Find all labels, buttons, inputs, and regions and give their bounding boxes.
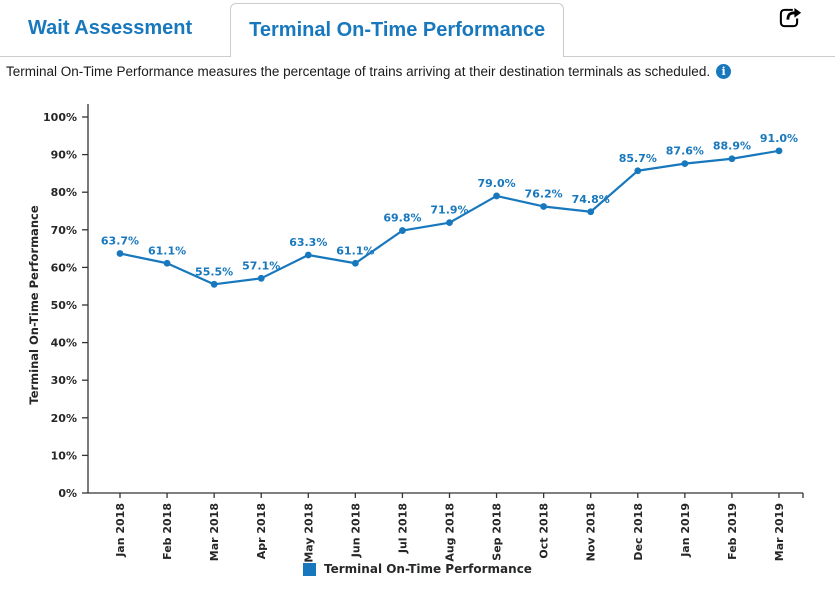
data-point[interactable] <box>116 250 124 257</box>
legend-swatch <box>303 562 317 576</box>
y-tick-label: 30% <box>51 374 77 387</box>
description-text: Terminal On-Time Performance measures th… <box>6 64 711 79</box>
data-point-label: 63.7% <box>101 234 139 247</box>
data-point[interactable] <box>587 208 595 216</box>
x-tick-label: Jul 2018 <box>396 503 409 554</box>
data-point[interactable] <box>257 274 265 282</box>
data-point[interactable] <box>399 227 406 234</box>
x-tick-label: Oct 2018 <box>538 503 551 559</box>
y-tick-label: 50% <box>51 299 77 312</box>
data-point-label: 57.1% <box>242 259 280 272</box>
x-tick-label: Nov 2018 <box>585 503 598 561</box>
y-tick-label: 70% <box>51 224 77 237</box>
data-point-label: 74.8% <box>572 193 610 206</box>
y-tick-label: 100% <box>43 111 77 124</box>
x-tick-label-group: Jan 2018 <box>114 503 127 558</box>
y-tick-label: 10% <box>51 449 77 462</box>
tab-wait-assessment[interactable]: Wait Assessment <box>0 0 230 56</box>
data-point[interactable] <box>493 192 500 200</box>
data-point[interactable] <box>210 280 218 288</box>
x-tick-label-group: Nov 2018 <box>585 503 598 561</box>
data-point-label: 71.9% <box>430 204 468 217</box>
x-tick-label: May 2018 <box>302 503 315 563</box>
x-tick-label-group: Jan 2019 <box>679 503 692 558</box>
x-tick-label-group: Mar 2019 <box>773 503 786 561</box>
x-tick-label: Dec 2018 <box>632 503 645 561</box>
legend-item[interactable]: Terminal On-Time Performance <box>0 562 835 576</box>
x-tick-label: Jun 2018 <box>349 503 362 558</box>
x-tick-label: Mar 2018 <box>208 503 221 561</box>
data-point-label: 88.9% <box>713 140 751 153</box>
data-point[interactable] <box>446 219 453 227</box>
y-tick-label: 0% <box>58 487 77 500</box>
x-tick-label: Jan 2019 <box>679 503 692 558</box>
x-tick-label-group: Apr 2018 <box>255 503 268 559</box>
x-tick-label: Sep 2018 <box>491 503 504 561</box>
data-point-label: 63.3% <box>289 236 327 249</box>
chart-description: Terminal On-Time Performance measures th… <box>6 62 766 81</box>
x-tick-label-group: Oct 2018 <box>538 503 551 559</box>
y-tick-label: 20% <box>51 412 77 425</box>
x-tick-label-group: May 2018 <box>302 503 315 563</box>
data-point[interactable] <box>681 160 689 168</box>
series-line <box>119 149 780 286</box>
data-point[interactable] <box>728 155 736 163</box>
info-icon[interactable]: i <box>716 64 732 79</box>
x-tick-label-group: Jun 2018 <box>349 503 362 558</box>
tab-bar: Wait Assessment Terminal On-Time Perform… <box>0 0 835 57</box>
x-tick-label: Aug 2018 <box>444 503 457 562</box>
x-tick-label: Jan 2018 <box>114 503 127 558</box>
data-point-label: 85.7% <box>619 152 657 165</box>
y-tick-label: 40% <box>51 337 77 350</box>
x-tick-label-group: Jul 2018 <box>396 503 409 554</box>
data-point-label: 61.1% <box>148 244 186 257</box>
data-point[interactable] <box>163 259 171 267</box>
x-tick-label-group: Dec 2018 <box>632 503 645 561</box>
data-point[interactable] <box>304 251 312 259</box>
y-tick-label: 80% <box>51 186 77 199</box>
x-tick-label-group: Sep 2018 <box>491 503 504 561</box>
data-point-label: 87.6% <box>666 145 704 158</box>
x-tick-label: Feb 2018 <box>161 503 174 560</box>
y-axis-title: Terminal On-Time Performance <box>27 205 41 404</box>
data-point[interactable] <box>351 259 359 267</box>
data-point[interactable] <box>775 147 783 155</box>
x-tick-label-group: Feb 2019 <box>726 503 739 560</box>
x-tick-label: Mar 2019 <box>773 503 786 561</box>
data-point-label: 91.0% <box>760 132 798 145</box>
x-tick-label-group: Aug 2018 <box>444 503 457 562</box>
share-icon <box>779 8 802 28</box>
data-point[interactable] <box>540 203 548 210</box>
data-point-label: 61.1% <box>336 244 374 257</box>
y-tick-label: 60% <box>51 261 77 274</box>
data-point-label: 69.8% <box>383 212 421 225</box>
data-point-label: 76.2% <box>525 187 563 200</box>
share-button[interactable] <box>776 5 802 31</box>
x-tick-label: Apr 2018 <box>255 503 268 559</box>
tab-terminal-on-time-performance[interactable]: Terminal On-Time Performance <box>230 3 565 57</box>
data-point[interactable] <box>634 167 642 175</box>
x-tick-label-group: Mar 2018 <box>208 503 221 561</box>
x-tick-label: Feb 2019 <box>726 503 739 560</box>
legend-label: Terminal On-Time Performance <box>324 562 532 576</box>
y-tick-label: 90% <box>51 149 77 162</box>
data-point-label: 79.0% <box>477 177 515 190</box>
data-point-label: 55.5% <box>195 265 233 278</box>
x-tick-label-group: Feb 2018 <box>161 503 174 560</box>
